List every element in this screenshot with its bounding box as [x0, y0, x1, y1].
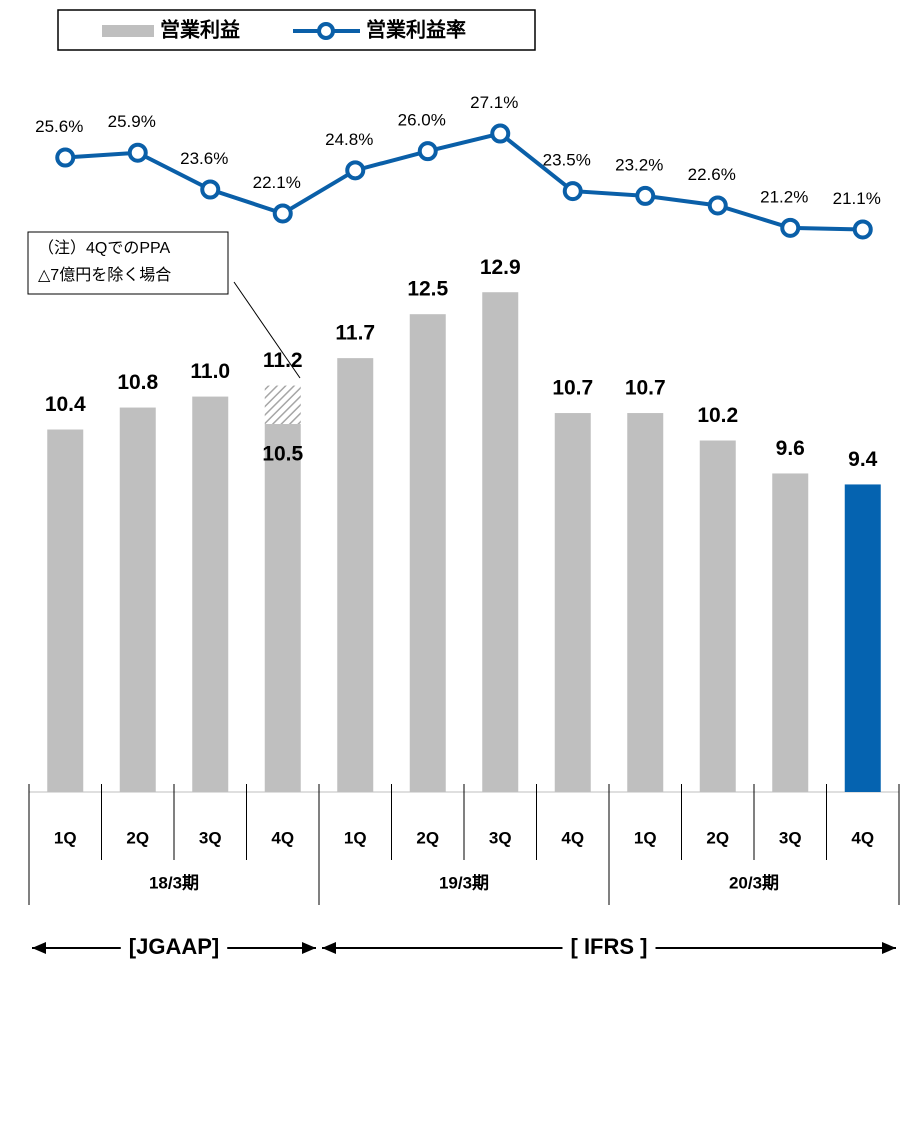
- x-tick-label: 1Q: [634, 828, 657, 847]
- bar-value-label: 10.2: [697, 404, 738, 427]
- era-arrowhead: [302, 942, 316, 954]
- rate-value-label: 25.6%: [35, 117, 83, 136]
- rate-marker: [780, 217, 801, 238]
- rate-value-label: 21.2%: [760, 187, 808, 206]
- bar-excluded-part: [264, 385, 301, 425]
- rate-value-label: 25.9%: [108, 112, 156, 131]
- bar-adjusted: [264, 424, 301, 792]
- bar-value-label: 10.7: [552, 377, 593, 400]
- x-tick-label: 1Q: [344, 828, 367, 847]
- rate-value-label: 21.1%: [833, 189, 881, 208]
- rate-marker: [55, 147, 76, 168]
- note-text: △7億円を除く場合: [38, 266, 171, 284]
- rate-value-label: 23.2%: [615, 155, 663, 174]
- rate-marker: [635, 185, 656, 206]
- rate-marker: [562, 181, 583, 202]
- x-tick-label: 3Q: [199, 828, 222, 847]
- bar: [47, 429, 84, 792]
- era-arrowhead: [322, 942, 336, 954]
- note-connector: [233, 281, 301, 379]
- bar: [192, 396, 229, 792]
- bar: [482, 292, 519, 792]
- rate-marker: [707, 195, 728, 216]
- legend-swatch: [102, 25, 154, 37]
- rate-value-label: 23.6%: [180, 149, 228, 168]
- annotation-value-label: 10.5: [262, 443, 303, 466]
- x-tick-label: 3Q: [779, 828, 802, 847]
- bar: [119, 407, 156, 792]
- x-tick-label: 4Q: [851, 828, 874, 847]
- bar: [337, 358, 374, 792]
- bar-value-label: 9.6: [776, 437, 805, 460]
- note-text: （注）4QでのPPA: [38, 239, 171, 257]
- rate-marker: [272, 203, 293, 224]
- bar-value-label: 10.4: [45, 393, 86, 416]
- bar: [844, 484, 881, 792]
- x-tick-label: 3Q: [489, 828, 512, 847]
- rate-value-label: 24.8%: [325, 130, 373, 149]
- bar: [772, 473, 809, 792]
- group-label: 19/3期: [439, 873, 489, 892]
- bar: [699, 440, 736, 792]
- x-tick-label: 2Q: [126, 828, 149, 847]
- bar-value-label: 12.5: [407, 278, 448, 301]
- rate-marker: [490, 123, 511, 144]
- note-box: [27, 231, 229, 295]
- rate-value-label: 23.5%: [543, 151, 591, 170]
- group-label: 20/3期: [729, 873, 779, 892]
- x-tick-label: 2Q: [706, 828, 729, 847]
- bar-value-label: 10.8: [117, 371, 158, 394]
- rate-line: [65, 131, 863, 232]
- rate-marker: [345, 160, 366, 181]
- rate-value-label: 22.6%: [688, 165, 736, 184]
- bar-value-label: 10.7: [625, 377, 666, 400]
- rate-value-label: 22.1%: [253, 173, 301, 192]
- rate-marker: [200, 179, 221, 200]
- rate-marker: [852, 219, 873, 240]
- bar-value-label: 12.9: [480, 256, 521, 279]
- rate-value-label: 27.1%: [470, 93, 518, 112]
- group-label: 18/3期: [149, 873, 199, 892]
- era-arrowhead: [32, 942, 46, 954]
- era-arrowhead: [882, 942, 896, 954]
- bar: [409, 314, 446, 792]
- x-tick-label: 1Q: [54, 828, 77, 847]
- bar-value-label: 9.4: [848, 448, 878, 471]
- bar-value-label: 11.0: [190, 360, 230, 383]
- era-label: [JGAAP]: [129, 934, 219, 959]
- x-tick-label: 4Q: [561, 828, 584, 847]
- bar: [554, 413, 591, 792]
- x-tick-label: 4Q: [271, 828, 294, 847]
- bar-value-label: 11.2: [263, 349, 303, 372]
- bar: [627, 413, 664, 792]
- rate-value-label: 26.0%: [398, 111, 446, 130]
- x-tick-label: 2Q: [416, 828, 439, 847]
- rate-marker: [417, 141, 438, 162]
- era-label: [ IFRS ]: [571, 934, 648, 959]
- legend-marker: [317, 22, 335, 40]
- rate-marker: [127, 142, 148, 163]
- legend-label: 営業利益率: [366, 17, 466, 41]
- bar-value-label: 11.7: [335, 322, 375, 345]
- legend-label: 営業利益: [160, 17, 240, 41]
